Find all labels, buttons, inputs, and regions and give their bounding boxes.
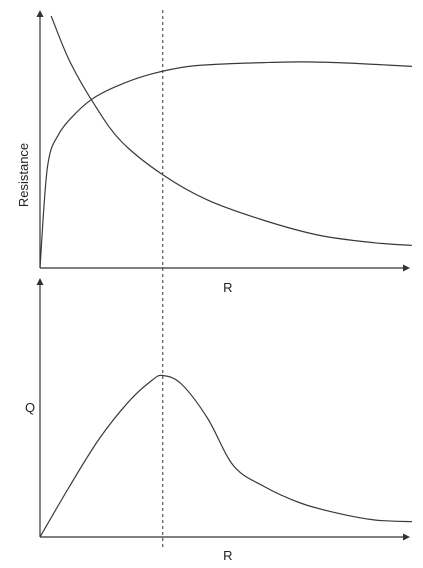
top-y-axis-label: Resistance — [16, 143, 31, 207]
bottom-x-axis-label: R — [223, 548, 232, 563]
bottom-series-peak — [39, 374, 413, 538]
top-series-falling — [50, 15, 413, 246]
bottom-y-axis-label: Q — [25, 400, 35, 415]
bottom-y-axis-arrow — [36, 278, 44, 285]
bottom-x-axis-arrow — [403, 533, 410, 541]
bottom-chart: R Q — [25, 278, 413, 563]
top-x-axis-label: R — [223, 280, 232, 295]
top-y-axis-arrow — [36, 10, 44, 17]
top-x-axis-arrow — [403, 264, 410, 272]
top-series-rising — [39, 61, 413, 269]
top-chart: R Resistance — [16, 10, 413, 295]
